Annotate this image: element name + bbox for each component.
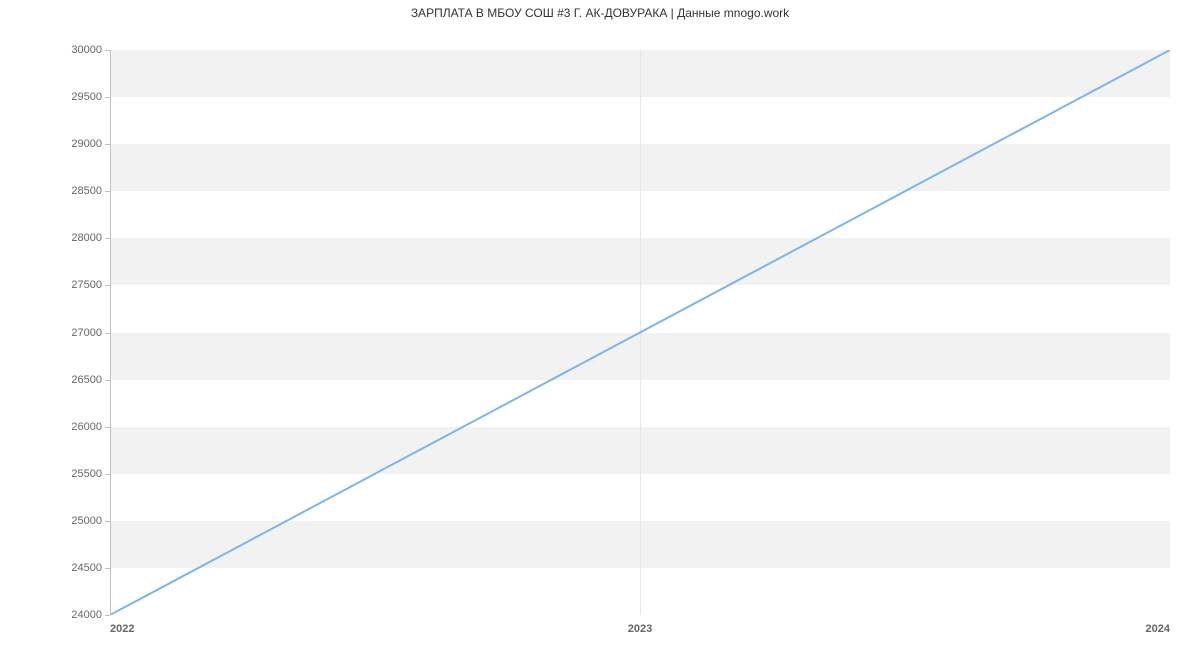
- y-tick-mark: [105, 285, 110, 286]
- y-tick-label: 28500: [71, 185, 102, 197]
- y-tick-label: 25500: [71, 468, 102, 480]
- y-tick-mark: [105, 474, 110, 475]
- y-tick-mark: [105, 615, 110, 616]
- y-tick-label: 24500: [71, 562, 102, 574]
- y-tick-mark: [105, 521, 110, 522]
- salary-line-chart: ЗАРПЛАТА В МБОУ СОШ #3 Г. АК-ДОВУРАКА | …: [0, 0, 1200, 650]
- x-tick-label: 2024: [1146, 623, 1170, 635]
- y-tick-label: 27500: [71, 279, 102, 291]
- y-tick-mark: [105, 380, 110, 381]
- x-tick-label: 2023: [628, 623, 652, 635]
- series-line: [110, 50, 1170, 615]
- y-tick-label: 25000: [71, 515, 102, 527]
- chart-title: ЗАРПЛАТА В МБОУ СОШ #3 Г. АК-ДОВУРАКА | …: [0, 6, 1200, 20]
- y-tick-mark: [105, 144, 110, 145]
- y-tick-mark: [105, 568, 110, 569]
- y-tick-mark: [105, 50, 110, 51]
- y-tick-label: 26500: [71, 374, 102, 386]
- y-tick-label: 24000: [71, 609, 102, 621]
- data-line: [110, 50, 1170, 615]
- y-tick-label: 28000: [71, 232, 102, 244]
- y-tick-mark: [105, 238, 110, 239]
- y-tick-mark: [105, 427, 110, 428]
- x-tick-label: 2022: [110, 623, 134, 635]
- plot-area: 2400024500250002550026000265002700027500…: [110, 50, 1170, 615]
- y-tick-label: 27000: [71, 327, 102, 339]
- y-tick-label: 29000: [71, 138, 102, 150]
- y-tick-label: 26000: [71, 421, 102, 433]
- y-tick-label: 30000: [71, 44, 102, 56]
- y-tick-mark: [105, 333, 110, 334]
- y-tick-mark: [105, 191, 110, 192]
- y-tick-mark: [105, 97, 110, 98]
- y-tick-label: 29500: [71, 91, 102, 103]
